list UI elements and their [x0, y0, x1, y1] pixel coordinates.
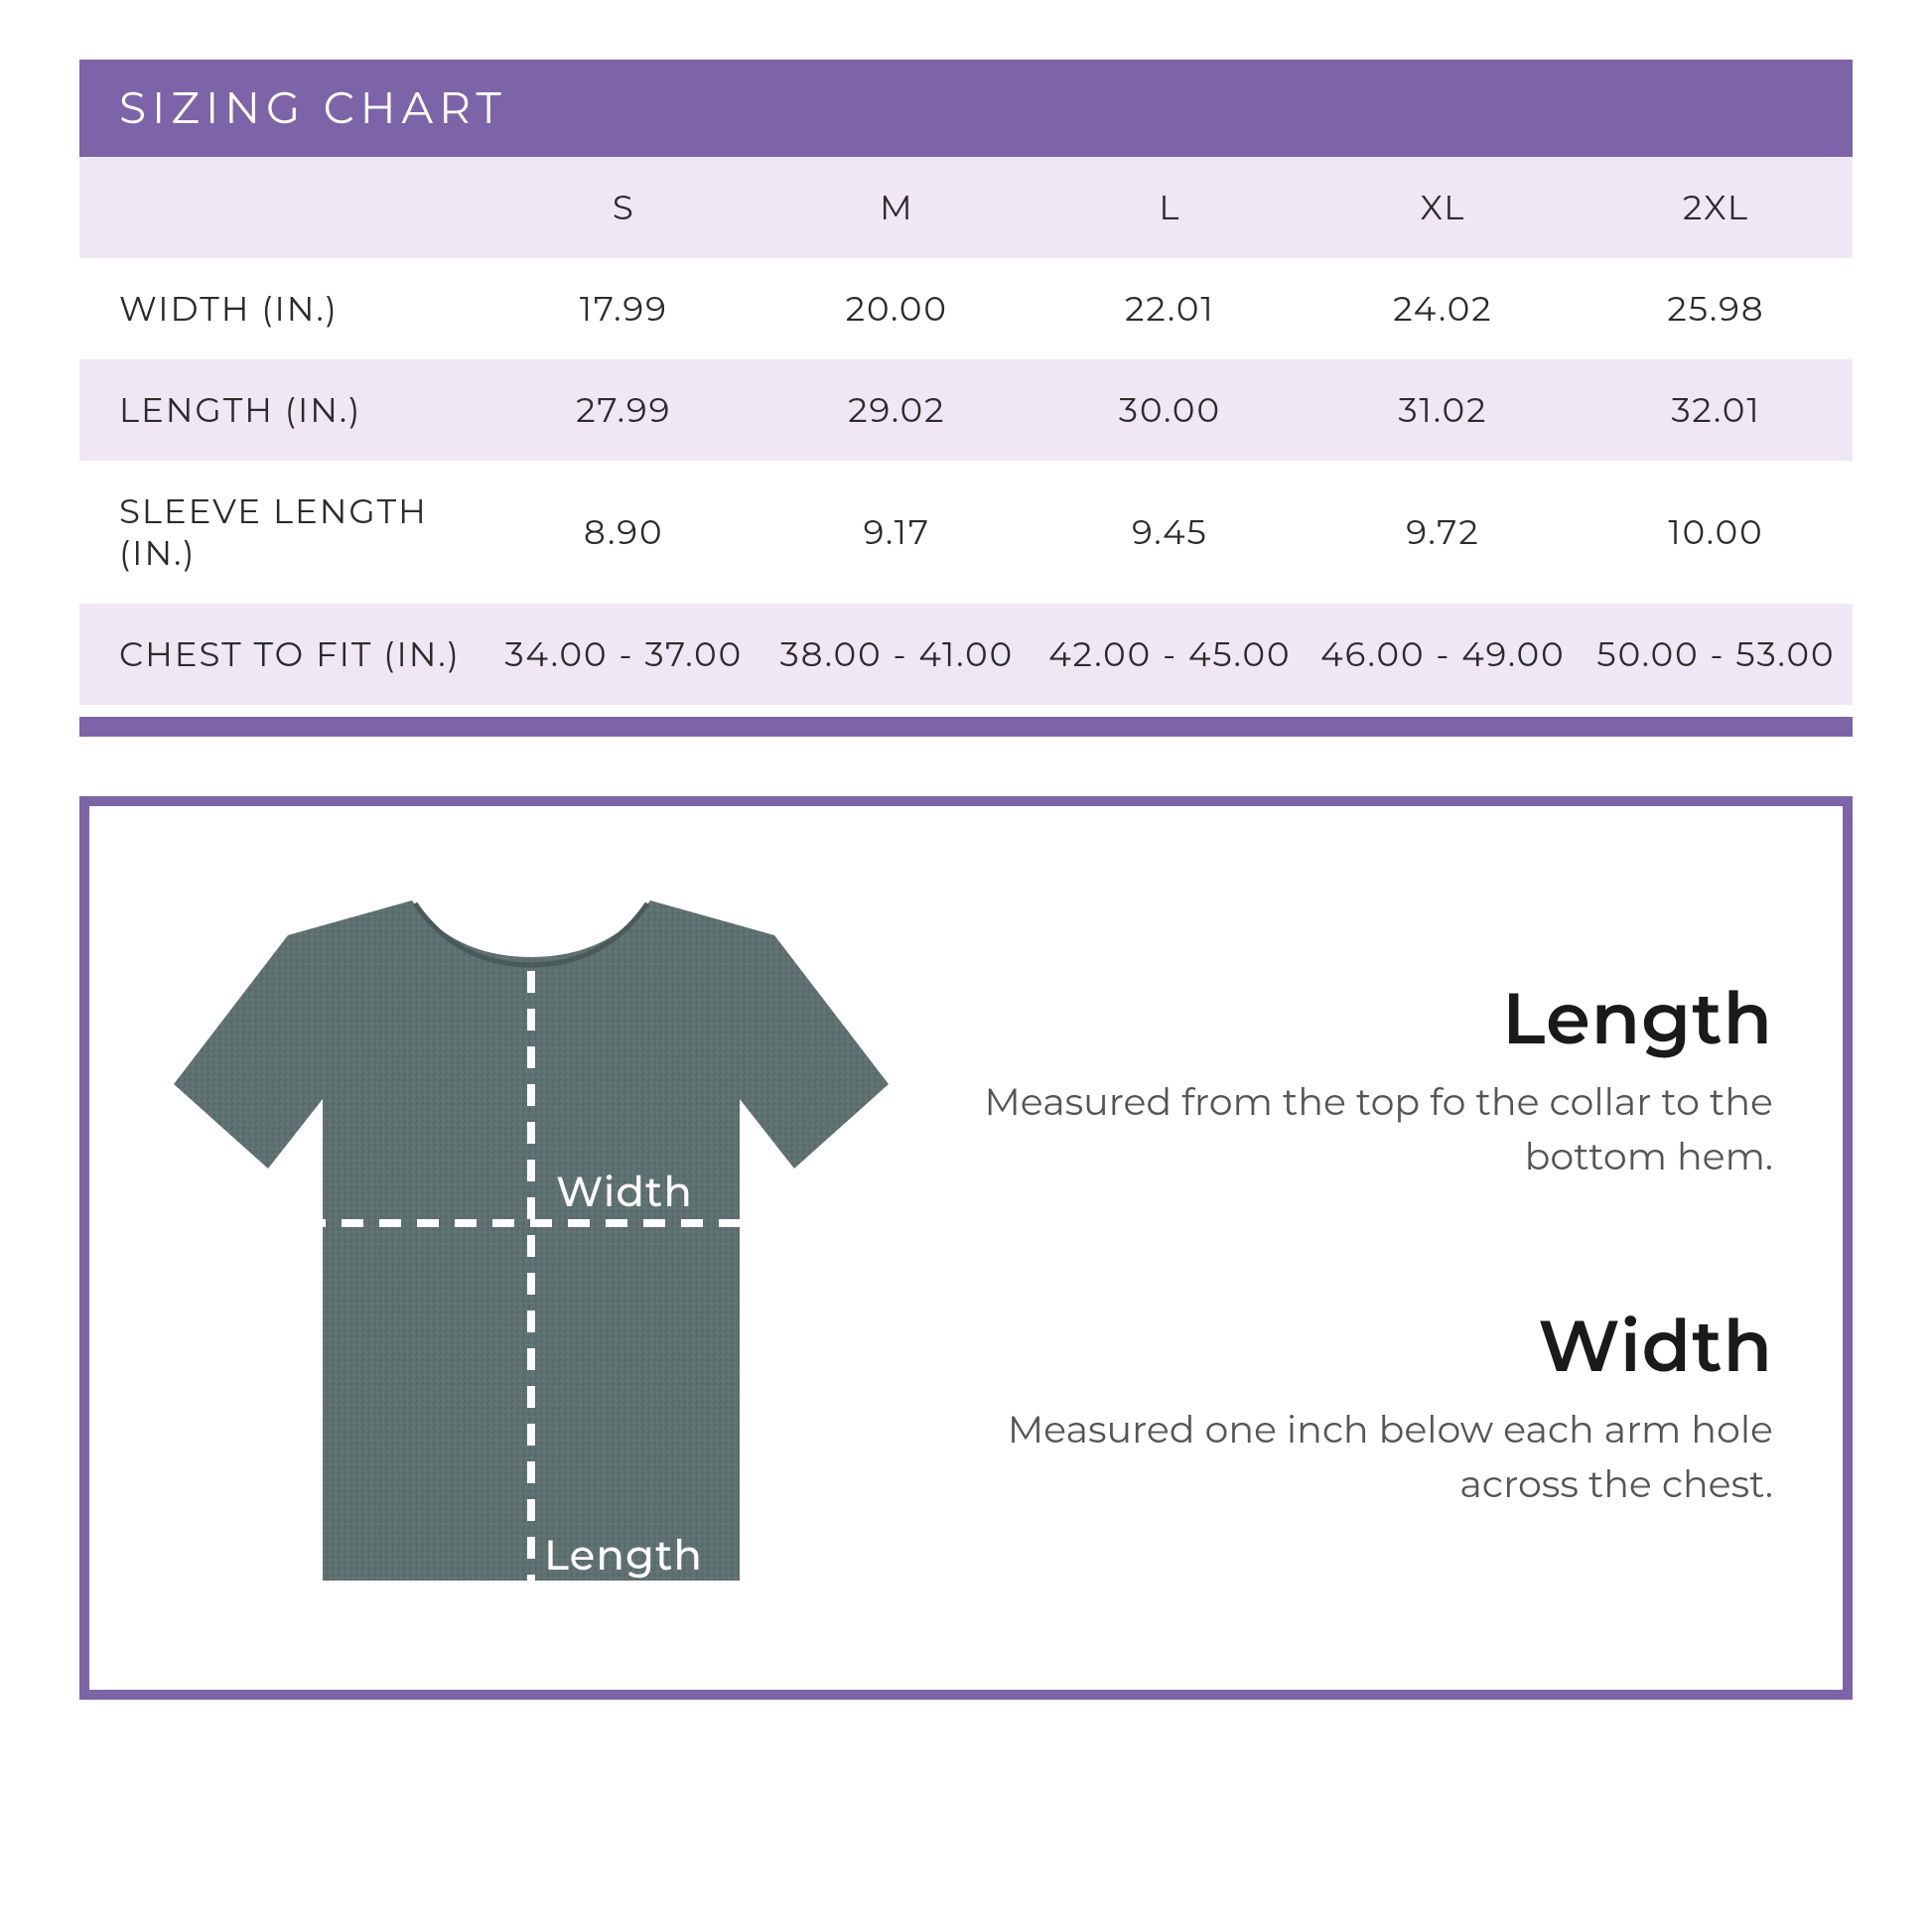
table-row: WIDTH (IN.)17.9920.0022.0124.0225.98	[79, 258, 1853, 359]
table-cell: 32.01	[1580, 359, 1853, 461]
diagram-length-label: Length	[544, 1529, 703, 1581]
table-cell: 30.00	[1034, 359, 1307, 461]
table-column-header: S	[487, 157, 760, 258]
table-cell: 8.90	[487, 461, 760, 604]
row-label: SLEEVE LENGTH (IN.)	[79, 461, 487, 604]
table-header-row: SMLXL2XL	[79, 157, 1853, 258]
table-cell: 46.00 - 49.00	[1307, 604, 1580, 705]
sizing-chart: SIZING CHART SMLXL2XL WIDTH (IN.)17.9920…	[79, 60, 1853, 1700]
separator-bar	[79, 717, 1853, 737]
width-heading: Width	[953, 1303, 1773, 1390]
table-cell: 10.00	[1580, 461, 1853, 604]
table-column-header: L	[1034, 157, 1307, 258]
tshirt-illustration: Width Length	[159, 866, 903, 1620]
width-text: Measured one inch below each arm hole ac…	[953, 1402, 1773, 1511]
row-label: LENGTH (IN.)	[79, 359, 487, 461]
table-cell: 25.98	[1580, 258, 1853, 359]
table-cell: 31.02	[1307, 359, 1580, 461]
table-cell: 9.45	[1034, 461, 1307, 604]
table-row: LENGTH (IN.)27.9929.0230.0031.0232.01	[79, 359, 1853, 461]
sizing-table: SMLXL2XL WIDTH (IN.)17.9920.0022.0124.02…	[79, 157, 1853, 705]
chart-title-bar: SIZING CHART	[79, 60, 1853, 157]
table-cell: 50.00 - 53.00	[1580, 604, 1853, 705]
tshirt-icon	[159, 866, 903, 1620]
table-column-header: 2XL	[1580, 157, 1853, 258]
table-corner-cell	[79, 157, 487, 258]
table-cell: 38.00 - 41.00	[760, 604, 1034, 705]
table-cell: 29.02	[760, 359, 1034, 461]
table-cell: 9.72	[1307, 461, 1580, 604]
length-heading: Length	[953, 975, 1773, 1062]
table-row: CHEST TO FIT (IN.)34.00 - 37.0038.00 - 4…	[79, 604, 1853, 705]
row-label: WIDTH (IN.)	[79, 258, 487, 359]
table-column-header: M	[760, 157, 1034, 258]
width-description: Width Measured one inch below each arm h…	[953, 1303, 1773, 1511]
table-cell: 17.99	[487, 258, 760, 359]
table-cell: 20.00	[760, 258, 1034, 359]
table-cell: 9.17	[760, 461, 1034, 604]
table-cell: 34.00 - 37.00	[487, 604, 760, 705]
table-cell: 22.01	[1034, 258, 1307, 359]
row-label: CHEST TO FIT (IN.)	[79, 604, 487, 705]
measurement-descriptions: Length Measured from the top fo the coll…	[953, 975, 1773, 1511]
measurement-diagram: Width Length Length Measured from the to…	[79, 796, 1853, 1700]
diagram-width-label: Width	[556, 1166, 693, 1217]
table-cell: 27.99	[487, 359, 760, 461]
table-cell: 24.02	[1307, 258, 1580, 359]
table-row: SLEEVE LENGTH (IN.)8.909.179.459.7210.00	[79, 461, 1853, 604]
table-column-header: XL	[1307, 157, 1580, 258]
length-description: Length Measured from the top fo the coll…	[953, 975, 1773, 1183]
table-cell: 42.00 - 45.00	[1034, 604, 1307, 705]
length-text: Measured from the top fo the collar to t…	[953, 1074, 1773, 1183]
